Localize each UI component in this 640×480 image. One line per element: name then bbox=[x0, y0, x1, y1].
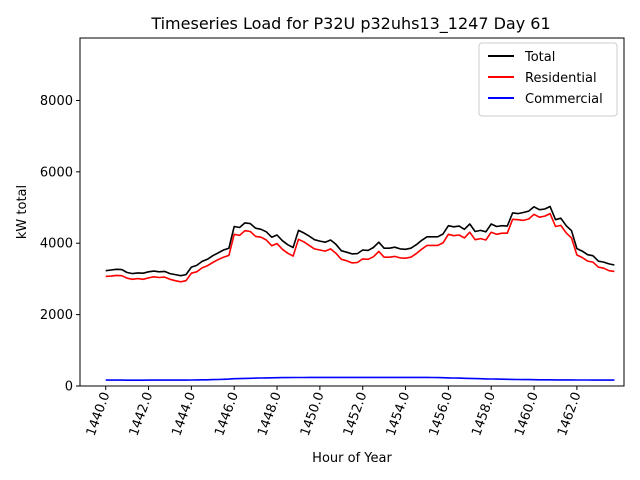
y-axis-label: kW total bbox=[15, 185, 30, 239]
y-tick-label: 4000 bbox=[40, 237, 73, 252]
series-line-total bbox=[105, 205, 615, 277]
legend-label-total: Total bbox=[524, 50, 555, 65]
legend-label-commercial: Commercial bbox=[525, 92, 603, 107]
series-line-residential bbox=[105, 212, 615, 283]
series-line-commercial bbox=[105, 376, 615, 382]
plot-frame bbox=[79, 37, 625, 387]
y-tick-label: 0 bbox=[65, 380, 73, 395]
x-axis-label: Hour of Year bbox=[312, 451, 392, 466]
y-tick-label: 6000 bbox=[40, 165, 73, 180]
legend: Total Residential Commercial bbox=[478, 42, 618, 117]
y-tick-label: 8000 bbox=[40, 94, 73, 109]
chart-title: Timeseries Load for P32U p32uhs13_1247 D… bbox=[150, 14, 550, 34]
legend-label-residential: Residential bbox=[525, 71, 597, 86]
series-layer bbox=[105, 205, 615, 382]
y-axis: 0 2000 4000 6000 8000 bbox=[40, 94, 80, 395]
y-tick-label: 2000 bbox=[40, 308, 73, 323]
